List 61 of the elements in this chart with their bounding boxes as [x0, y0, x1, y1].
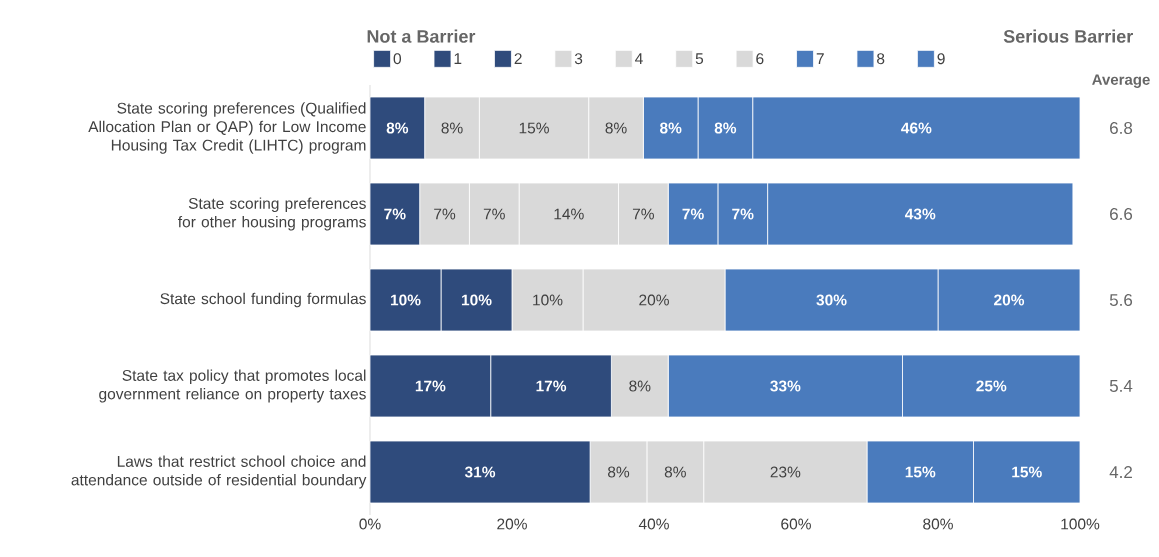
legend-label: 6 — [756, 53, 764, 65]
y-tick-label: State school funding formulas — [160, 292, 366, 308]
data-label: 31% — [464, 466, 496, 478]
data-label: 30% — [816, 294, 847, 306]
data-label: 15% — [519, 122, 549, 134]
text: 6.6 — [1110, 207, 1133, 221]
legend-label: 5 — [695, 53, 704, 65]
data-label: 7% — [483, 208, 505, 220]
data-label: 10% — [533, 294, 563, 306]
data-label: 43% — [904, 208, 936, 220]
data-label: 17% — [536, 380, 567, 392]
data-label: 23% — [770, 466, 801, 478]
data-label: 7% — [682, 208, 704, 220]
data-label: 46% — [901, 122, 932, 134]
data-label: 10% — [390, 294, 421, 306]
data-label: 15% — [1012, 466, 1042, 478]
y-tick-label: State scoring preferences (Qualified Allocation Plan or QAP) for Low Income Housing Tax Credit (LIHTC) program — [88, 102, 366, 154]
data-label: 8% — [664, 466, 686, 478]
text: Average — [1092, 74, 1150, 88]
data-label: 8% — [605, 122, 627, 134]
text: 4.2 — [1109, 466, 1132, 478]
x-tick-label: 20% — [497, 518, 527, 530]
legend-label: 8 — [877, 53, 885, 65]
text: 6.8 — [1110, 121, 1133, 135]
legend-label: 7 — [816, 53, 824, 64]
data-label: 8% — [714, 122, 737, 134]
legend-label: 2 — [514, 53, 522, 65]
data-label: 7% — [732, 208, 754, 220]
data-label: 7% — [434, 208, 456, 220]
text: 5.4 — [1109, 380, 1133, 392]
data-label: 10% — [461, 294, 492, 306]
data-label: 33% — [770, 380, 801, 392]
x-tick-label: 40% — [638, 518, 669, 530]
data-label: 17% — [415, 380, 446, 392]
data-label: 7% — [384, 208, 406, 220]
data-label: 25% — [976, 380, 1007, 392]
y-tick-label: Laws that restrict school choice and attendance outside of residential boundary — [71, 455, 367, 489]
data-label: 8% — [629, 380, 651, 392]
x-tick-label: 0% — [359, 518, 381, 530]
legend-label: 4 — [635, 53, 643, 64]
data-label: 8% — [386, 122, 409, 134]
x-tick-label: 80% — [923, 518, 953, 530]
data-label: 20% — [994, 294, 1025, 306]
data-label: 20% — [639, 294, 669, 306]
legend-label: 9 — [937, 53, 945, 65]
x-tick-label: 60% — [781, 518, 811, 530]
data-label: 14% — [554, 208, 584, 220]
text: Not a Barrier — [367, 29, 476, 43]
data-label: 8% — [441, 122, 463, 134]
text: 5.6 — [1109, 293, 1133, 307]
legend-label: 3 — [574, 53, 583, 65]
data-label: 8% — [607, 466, 630, 478]
y-tick-label: State scoring preferences for other housing programs — [178, 197, 366, 231]
y-tick-label: State tax policy that promotes local government reliance on property taxes — [99, 369, 366, 403]
legend-label: 0 — [393, 53, 402, 65]
x-tick-label: 100% — [1061, 518, 1100, 530]
legend-label: 1 — [454, 53, 462, 64]
data-label: 8% — [659, 122, 682, 134]
data-label: 7% — [632, 208, 654, 220]
data-label: 15% — [905, 466, 936, 478]
text: Serious Barrier — [1003, 29, 1133, 43]
